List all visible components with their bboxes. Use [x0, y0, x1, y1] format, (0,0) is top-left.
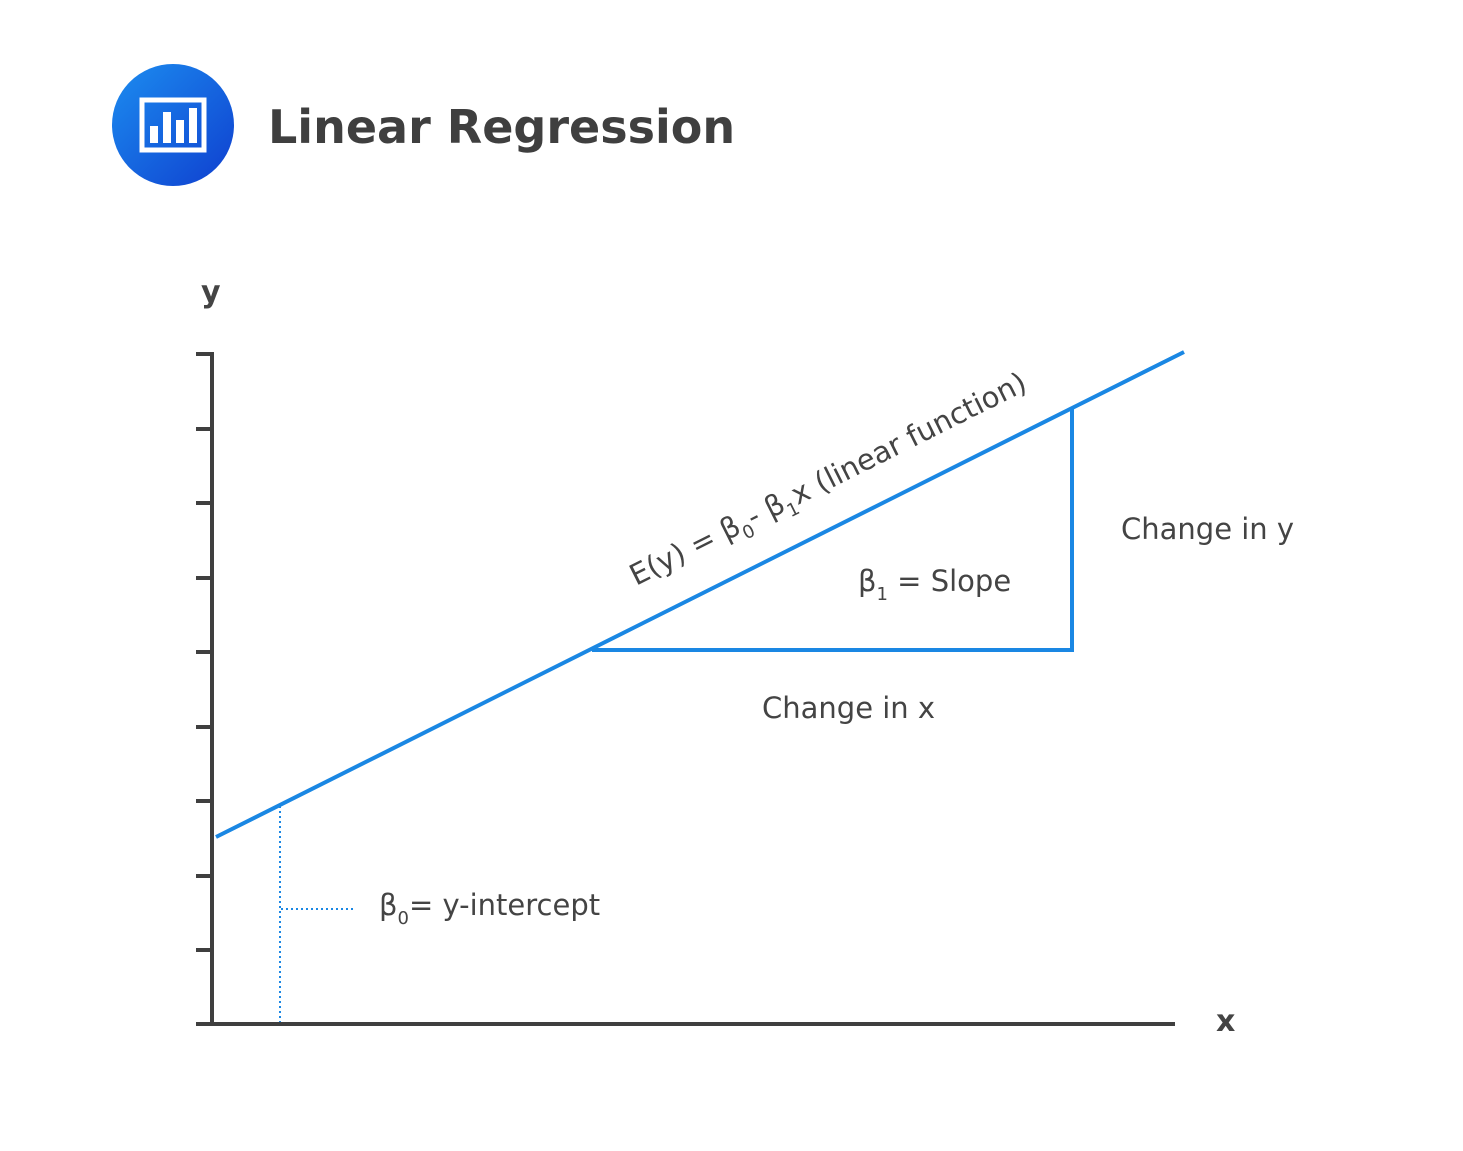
- slope-triangle: [592, 409, 1074, 652]
- y-axis-label: y: [201, 275, 221, 310]
- y-axis-ticks: [196, 352, 214, 952]
- regression-line: [215, 350, 1185, 839]
- page-title: Linear Regression: [268, 100, 736, 154]
- x-axis-label: x: [1216, 1004, 1235, 1039]
- slope-label: β1 = Slope: [858, 564, 1011, 605]
- regression-function-label: E(y) = β0- β1x (linear function): [624, 365, 1035, 597]
- intercept-label: β0= y-intercept: [379, 888, 600, 929]
- change-in-y-label: Change in y: [1121, 512, 1294, 546]
- change-in-x-label: Change in x: [762, 691, 935, 725]
- bar-chart-icon: [112, 64, 234, 186]
